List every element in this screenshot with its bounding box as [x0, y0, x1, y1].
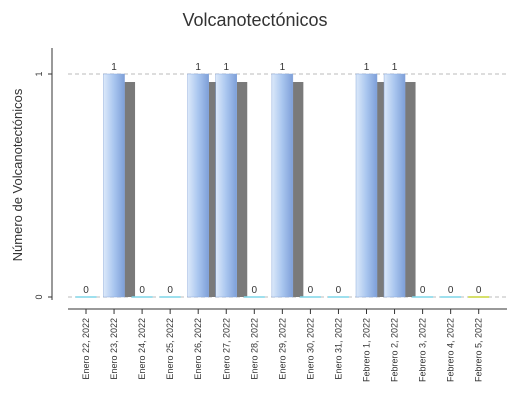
bar-value-label: 0 [167, 285, 173, 296]
bar [187, 73, 209, 298]
bar-value-label: 1 [195, 62, 201, 73]
x-tick-label: Enero 22, 2022 [81, 318, 91, 380]
bar [383, 73, 406, 298]
x-tick-label: Enero 27, 2022 [221, 318, 231, 380]
plot-area: 0 1 0 Enero 22, 2022 1 Enero 23, 2022 0 Enero 2… [34, 48, 507, 382]
x-tick-label: Febrero 3, 2022 [418, 318, 428, 382]
x-tick-label: Febrero 5, 2022 [474, 318, 484, 382]
bar-value-label: 1 [223, 62, 229, 73]
bar-value-label: 1 [111, 62, 117, 73]
bar-value-label: 0 [476, 285, 482, 296]
bar-value-label: 0 [336, 285, 342, 296]
x-tick-label: Enero 31, 2022 [333, 318, 343, 380]
y-axis-label: Número de Volcanotectónicos [10, 88, 25, 261]
x-tick-label: Febrero 1, 2022 [362, 318, 372, 382]
chart-title: Volcanotectónicos [182, 10, 327, 30]
y-tick-label: 1 [34, 71, 44, 76]
bar-value-label: 0 [420, 285, 426, 296]
bar-value-label: 0 [83, 285, 89, 296]
bar [215, 73, 237, 298]
bar-value-label: 0 [448, 285, 454, 296]
bar [271, 73, 294, 298]
x-tick-label: Febrero 2, 2022 [390, 318, 400, 382]
x-tick-label: Enero 25, 2022 [165, 318, 175, 380]
x-tick-label: Enero 29, 2022 [277, 318, 287, 380]
bar-value-label: 1 [392, 62, 398, 73]
bar [103, 73, 125, 298]
x-tick-label: Enero 30, 2022 [305, 318, 315, 380]
x-tick-label: Enero 26, 2022 [193, 318, 203, 380]
bar-value-label: 0 [308, 285, 314, 296]
bar-value-label: 0 [139, 285, 145, 296]
x-tick-label: Enero 23, 2022 [109, 318, 119, 380]
x-tick-label: Enero 28, 2022 [249, 318, 259, 380]
bar [355, 73, 378, 298]
x-tick-label: Febrero 4, 2022 [446, 318, 456, 382]
y-tick-label: 0 [34, 294, 44, 299]
bar-value-label: 1 [364, 62, 370, 73]
bar-value-label: 1 [280, 62, 286, 73]
x-tick-label: Enero 24, 2022 [137, 318, 147, 380]
bar-value-label: 0 [252, 285, 258, 296]
